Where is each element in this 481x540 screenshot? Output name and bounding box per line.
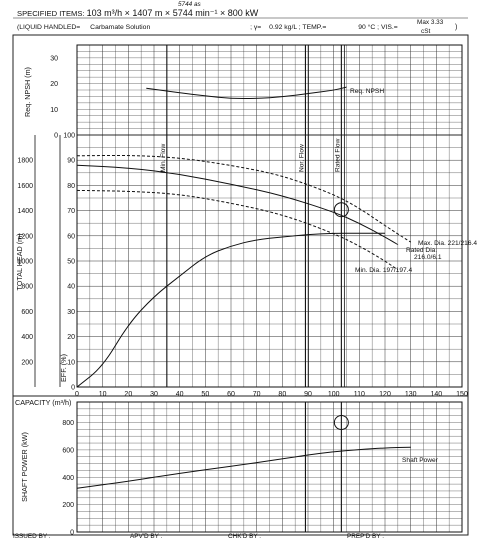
power-tick-label: 0 — [70, 530, 74, 537]
power-tick-label: 400 — [62, 475, 74, 482]
eff-tick-label: 0 — [71, 385, 75, 392]
outer-frame — [12, 34, 469, 536]
power-tick-label: 200 — [62, 502, 74, 509]
power-tick-label: 800 — [62, 420, 74, 427]
x-tick-label: 40 — [176, 391, 184, 398]
head-tick-label: 1000 — [17, 259, 33, 266]
gamma-label: ; γ= — [250, 24, 262, 31]
specified-items-line: SPECIFIED ITEMS: 103 m³/h × 1407 m × 574… — [17, 8, 258, 19]
eff-tick-label: 40 — [67, 284, 75, 291]
eff-tick-label: 100 — [63, 133, 75, 140]
vis-value: Max 3.33 — [417, 19, 444, 26]
gamma-value: 0.92 kg/L — [269, 24, 297, 31]
vis-label: ; VIS.= — [377, 24, 398, 31]
head-axis-label: TOTAL HEAD (m) — [15, 234, 24, 291]
series-line-max-dia-221-216-4 — [76, 154, 411, 243]
series-line-min-dia-197-197-4 — [76, 189, 399, 271]
series-label-max-dia-221-216-4: Max. Dia. 221/216.4 — [418, 240, 477, 247]
close-paren: ) — [455, 24, 458, 31]
eff-tick-label: 20 — [67, 334, 75, 341]
eff-tick-label: 70 — [67, 208, 75, 215]
specified-items-label: SPECIFIED ITEMS: — [17, 9, 85, 18]
series-line-shaft-power — [76, 446, 411, 489]
x-tick-label: 80 — [278, 391, 286, 398]
power-plot-border — [76, 401, 463, 533]
x-tick-label: 100 — [328, 391, 340, 398]
npsh-tick-label: 30 — [50, 55, 58, 62]
npsh-tick-label: 0 — [54, 133, 58, 140]
npsh-tick-label: 20 — [50, 81, 58, 88]
power-tick-label: 600 — [62, 447, 74, 454]
series-label-rated-dia-1: Rated Dia. — [406, 247, 437, 254]
x-tick-label: 150 — [456, 391, 468, 398]
series-label-req-npsh: Req. NPSH — [350, 88, 384, 95]
vis-unit: cSt — [421, 28, 431, 35]
liquid-line: (LIQUID HANDLED= Carbamate Solution ; γ=… — [17, 24, 398, 31]
eff-tick-label: 10 — [67, 359, 75, 366]
x-tick-label: 10 — [99, 391, 107, 398]
x-tick-label: 30 — [150, 391, 158, 398]
x-tick-label: 140 — [430, 391, 442, 398]
eff-axis-label: EFF. (%) — [59, 354, 68, 382]
liquid-label: (LIQUID HANDLED= — [17, 24, 81, 31]
eff-tick-label: 90 — [67, 158, 75, 165]
series-line-req-npsh — [146, 86, 347, 100]
x-tick-label: 130 — [405, 391, 417, 398]
head-tick-label: 1600 — [17, 183, 33, 190]
x-tick-label: 0 — [75, 391, 79, 398]
footer-apvd: APV'D BY : — [130, 533, 163, 540]
ref-line-label: Min. Flow — [160, 144, 167, 172]
ref-line-label: Rated Flow — [334, 138, 341, 172]
x-tick-label: 110 — [354, 391, 365, 398]
specified-items-value: 103 m³/h × 1407 m × 5744 min⁻¹ × 800 kW — [86, 8, 259, 18]
eff-tick-label: 30 — [67, 309, 75, 316]
x-tick-label: 70 — [253, 391, 261, 398]
series-label-shaft-power: Shaft Power — [402, 457, 439, 464]
x-tick-label: 20 — [124, 391, 132, 398]
x-tick-label: 120 — [379, 391, 391, 398]
series-label-rated-dia-2: 216.0/6.1 — [414, 254, 442, 261]
head-tick-label: 200 — [21, 359, 33, 366]
series-line-rated-dia-216-0-6-1 — [76, 164, 399, 246]
handwritten-note: 5744 as — [178, 1, 201, 8]
head-tick-label: 600 — [21, 309, 33, 316]
upper-plot-border — [76, 44, 463, 388]
head-tick-label: 1400 — [17, 208, 33, 215]
ref-line-label: Nor. Flow — [298, 144, 305, 172]
temp-value: 90 °C — [358, 24, 376, 31]
npsh-axis-label: Req. NPSH (m) — [23, 67, 32, 117]
footer-chkd: CHK'D BY : — [228, 533, 262, 540]
head-tick-label: 400 — [21, 334, 33, 341]
x-tick-label: 60 — [227, 391, 235, 398]
head-tick-label: 1200 — [17, 233, 33, 240]
x-axis-label: CAPACITY (m³/h) — [15, 398, 71, 407]
x-tick-label: 50 — [201, 391, 209, 398]
rated-point-power-marker — [333, 415, 349, 431]
liquid-value: Carbamate Solution — [90, 24, 151, 31]
rated-point-head-marker — [333, 202, 349, 218]
temp-label: ; TEMP.= — [298, 24, 327, 31]
footer-prepd: PREP'D BY : — [347, 533, 384, 540]
eff-tick-label: 60 — [67, 233, 75, 240]
series-label-min-dia-197-197-4: Min. Dia. 197/197.4 — [355, 267, 413, 274]
head-tick-label: 800 — [21, 284, 33, 291]
power-axis-label: SHAFT POWER (kW) — [20, 432, 29, 502]
eff-tick-label: 80 — [67, 183, 75, 190]
series-line-eff — [76, 232, 385, 388]
footer-issued: ISSUED BY : — [13, 533, 51, 540]
head-tick-label: 1800 — [17, 158, 33, 165]
eff-tick-label: 50 — [67, 259, 75, 266]
npsh-tick-label: 10 — [50, 107, 58, 114]
x-tick-label: 90 — [304, 391, 312, 398]
